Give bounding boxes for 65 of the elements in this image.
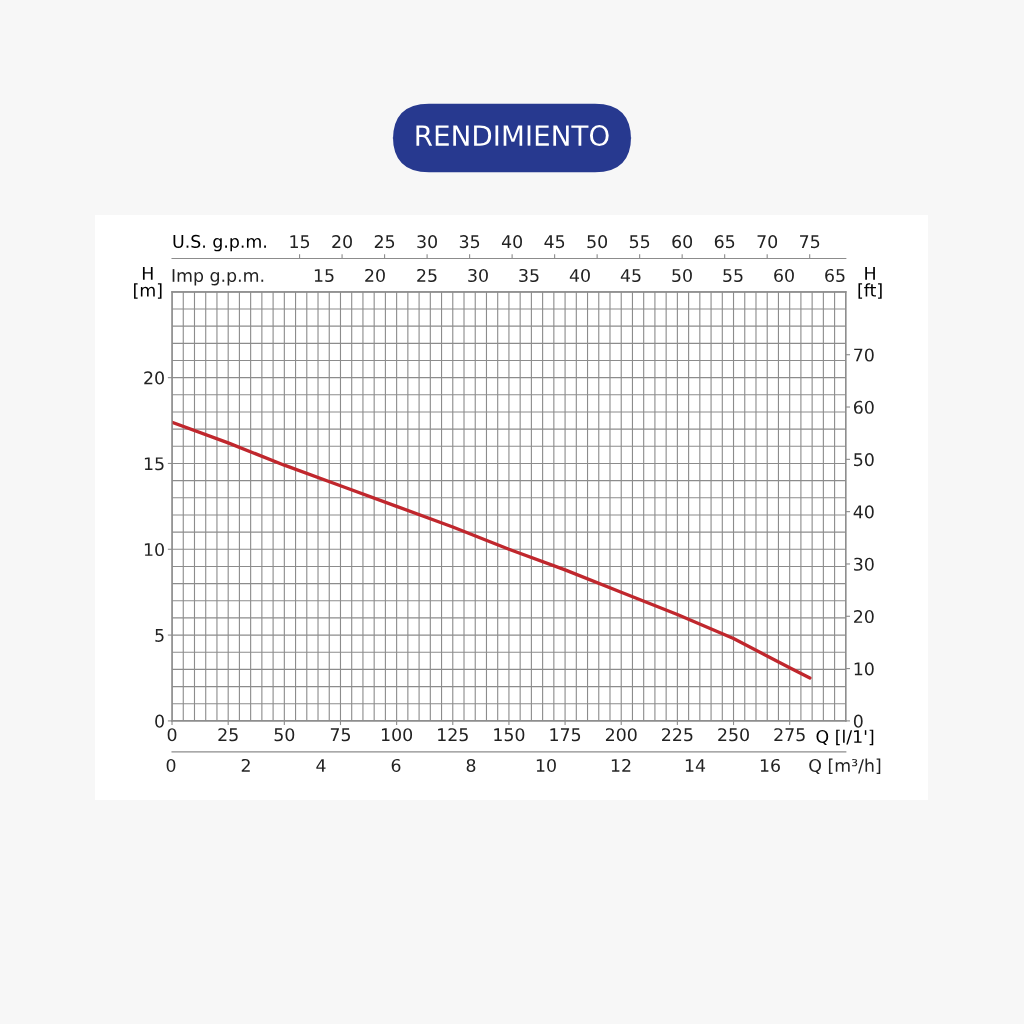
text: Imp g.p.m. (172, 269, 264, 286)
text: 6 (391, 758, 401, 773)
y-axis-title: H [m] (134, 266, 162, 299)
x-tick-label: 0 (167, 728, 177, 742)
y-tick-label: 10 (144, 542, 164, 557)
x2-tick-label: 55 (629, 235, 650, 249)
x2-tick-label: 65 (714, 235, 735, 249)
text: 0 (166, 758, 176, 773)
text: 40 (569, 268, 590, 283)
y2-tick-label: 50 (854, 453, 874, 467)
text: 15 (314, 269, 334, 283)
x2-axis-title: U.S. g.p.m. (173, 234, 266, 252)
text: 30 (468, 268, 488, 283)
y2-tick-label: 10 (854, 662, 874, 676)
y2-axis-title: H [ft] (858, 266, 882, 299)
y2-tick-label: 20 (854, 609, 874, 624)
y2-tick-label: 70 (854, 348, 874, 362)
text: 16 (760, 758, 780, 773)
y2-tick-label: 40 (853, 505, 874, 519)
text: 4 (316, 759, 326, 772)
x-axis-title: Q [l/1'] (816, 729, 874, 746)
x2-tick-label: 30 (417, 235, 437, 249)
text: 12 (611, 758, 631, 772)
x-tick-label: 50 (274, 728, 295, 742)
x-tick-label: 225 (662, 728, 693, 742)
y2-tick-label: 60 (853, 400, 874, 414)
x2-tick-label: 60 (672, 235, 693, 249)
x2-tick-label: 45 (544, 235, 565, 249)
x-tick-label: 125 (438, 728, 468, 742)
x2-tick-label: 70 (757, 235, 778, 249)
x2-tick-label: 20 (332, 235, 352, 249)
x-tick-label: 150 (494, 728, 525, 742)
text: 55 (723, 269, 743, 283)
text: 60 (774, 268, 794, 283)
x-tick-label: 200 (605, 728, 637, 742)
y2-tick-label: 30 (854, 557, 874, 571)
text: Q [m³/h] (809, 758, 881, 775)
x-tick-label: 75 (330, 728, 351, 742)
text: 45 (620, 269, 641, 283)
x-tick-label: 275 (774, 728, 805, 742)
text: 10 (536, 758, 556, 773)
text: 25 (417, 268, 437, 283)
text: 8 (466, 758, 476, 773)
y-tick-label: 20 (144, 371, 164, 385)
y-tick-label: 5 (155, 629, 164, 642)
text: 50 (672, 268, 692, 283)
text: 2 (241, 758, 250, 772)
x2-tick-label: 50 (587, 235, 608, 249)
x-tick-label: 250 (718, 728, 749, 742)
x2-tick-label: 15 (290, 235, 310, 249)
x2-tick-label: 35 (459, 235, 480, 249)
y-tick-label: 15 (144, 457, 164, 471)
text: 14 (685, 759, 706, 772)
y-tick-label: 0 (155, 714, 164, 728)
x2-tick-label: 40 (501, 235, 523, 249)
x2-tick-label: 75 (800, 235, 820, 249)
chart-title: RENDIMIENTO (416, 125, 609, 147)
text: 35 (519, 268, 539, 283)
x-tick-label: 175 (550, 728, 581, 742)
y2-tick-label: 0 (853, 714, 863, 728)
x-tick-label: 100 (381, 728, 413, 742)
text: 65 (825, 268, 845, 283)
x-tick-label: 25 (218, 728, 238, 742)
x2-tick-label: 25 (374, 235, 395, 249)
text: 20 (365, 268, 385, 283)
